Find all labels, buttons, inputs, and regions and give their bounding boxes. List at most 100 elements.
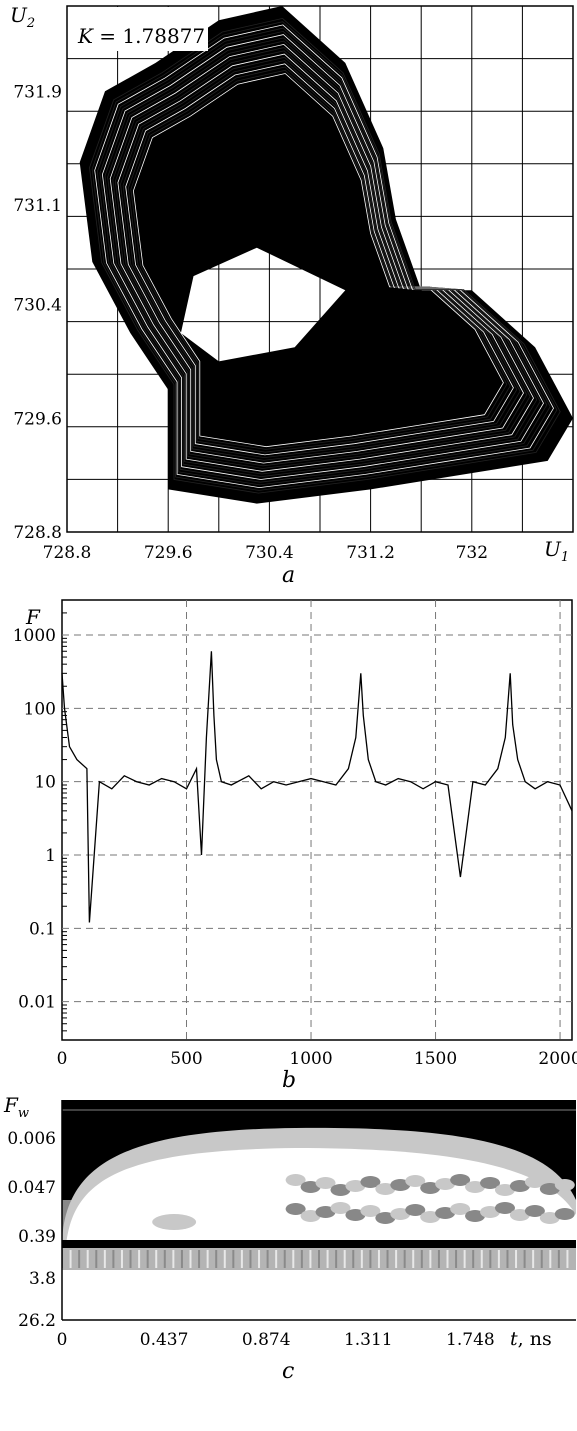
wavelet-blob	[480, 1206, 501, 1218]
y-tick-label: 729.6	[13, 409, 62, 429]
y-tick-label: 1	[45, 846, 56, 866]
wavelet-panel: 0.006 0.047 0.39 3.8 26.2 0 0.437 0.874 1.311 1.…	[3, 1093, 576, 1384]
x-tick-label: 500	[170, 1049, 202, 1069]
wavelet-blob	[152, 1214, 197, 1230]
wavelet-blob	[494, 1184, 515, 1196]
attractor-orbit-line	[125, 63, 514, 456]
wavelet-blob	[300, 1181, 321, 1193]
x-axis-label-c-unit: , ns	[518, 1328, 552, 1350]
x-tick-label: 730.4	[245, 543, 294, 563]
spectrum-grid	[62, 600, 572, 1040]
y-tick-label: 3.8	[29, 1269, 56, 1289]
x-tick-label: 2000	[538, 1049, 577, 1069]
wavelet-blob	[375, 1183, 396, 1195]
x-tick-label: 0.874	[242, 1330, 291, 1350]
x-axis-label: U1	[544, 537, 569, 565]
wavelet-blob	[435, 1178, 456, 1190]
x-tick-label: 732	[456, 543, 488, 563]
y-tick-label: 1000	[13, 626, 56, 646]
y-tick-label: 730.4	[13, 296, 62, 316]
attractor-trajectory	[79, 6, 573, 504]
y-tick-label: 0.047	[7, 1178, 56, 1198]
x-tick-label: 731.2	[346, 543, 395, 563]
k-annotation-value: = 1.78877	[93, 24, 205, 48]
x-tick-label: 728.8	[43, 543, 92, 563]
y-tick-label: 728.8	[13, 523, 62, 543]
wavelet-blob	[315, 1177, 336, 1189]
wavelet-low-scale-region	[62, 1270, 576, 1320]
wavelet-blob	[330, 1184, 351, 1196]
wavelet-blob	[524, 1176, 545, 1188]
wavelet-blob	[285, 1203, 306, 1215]
y-axis-label-c-sub: w	[18, 1106, 29, 1121]
y-tick-label: 0.39	[18, 1227, 56, 1247]
wavelet-blob	[539, 1212, 560, 1224]
attractor-orbit-line	[120, 56, 521, 461]
y-axis-label-c-main: F	[3, 1093, 19, 1117]
attractor-trajectory-lines	[89, 17, 561, 494]
wavelet-blob	[375, 1212, 396, 1224]
wavelet-blob	[390, 1208, 411, 1220]
k-annotation-symbol: K	[77, 24, 94, 48]
wavelet-blob	[450, 1174, 471, 1186]
wavelet-blob	[390, 1179, 411, 1191]
y-axis-label: U2	[10, 3, 35, 31]
wavelet-image	[62, 1100, 576, 1320]
x-tick-label: 0	[57, 1330, 68, 1350]
wavelet-low-scale-stripes	[62, 1250, 569, 1268]
y-tick-label: 731.9	[13, 82, 62, 102]
spectrum-panel: 0.01 0.1 1 10 100 1000 0 500 1000 1500 2000 F b	[13, 599, 577, 1093]
y-tick-label: 731.1	[13, 196, 62, 216]
panel-label-c: c	[282, 1359, 294, 1384]
wavelet-blob	[554, 1208, 575, 1220]
wavelet-blob	[360, 1176, 381, 1188]
attractor-orbit-line	[109, 43, 534, 472]
y-axis-ticks-b: 0.01 0.1 1 10 100 1000	[13, 626, 56, 1013]
y-tick-label: 100	[24, 699, 56, 719]
attractor-orbit-line	[122, 60, 518, 459]
attractor-orbit-line	[99, 30, 548, 483]
spectrum-line	[61, 651, 573, 923]
y-axis-label-sub: 2	[26, 16, 35, 31]
phase-portrait-panel: K = 1.78877 728.8 729.6 730.4 731.1 731.9 72…	[10, 3, 574, 588]
x-tick-label: 0	[57, 1049, 68, 1069]
y-axis-ticks-c: 0.006 0.047 0.39 3.8 26.2	[7, 1129, 56, 1331]
attractor-orbit-line	[117, 53, 524, 464]
wavelet-blob	[494, 1202, 515, 1214]
wavelet-blob	[345, 1180, 366, 1192]
attractor-orbit-line	[96, 27, 551, 486]
attractor-orbit-line	[107, 40, 538, 475]
wavelet-blob	[405, 1175, 426, 1187]
spectrum-frame	[61, 599, 573, 1041]
wavelet-band-dark	[62, 1240, 576, 1248]
y-axis-ticks: 728.8 729.6 730.4 731.1 731.9	[13, 82, 62, 543]
attractor-orbit-line	[101, 34, 544, 480]
attractor-orbit-line	[130, 69, 508, 450]
y-axis-label-main: U	[10, 3, 28, 27]
attractor-orbit-line	[127, 66, 511, 453]
panel-label-b: b	[282, 1068, 296, 1093]
wavelet-blob	[285, 1174, 306, 1186]
y-tick-label: 0.1	[29, 919, 56, 939]
wavelet-blob	[509, 1209, 530, 1221]
x-tick-label: 1.311	[344, 1330, 393, 1350]
wavelet-blob	[465, 1181, 486, 1193]
wavelet-blob	[450, 1203, 471, 1215]
wavelet-blob	[509, 1180, 530, 1192]
x-tick-label: 1.748	[446, 1330, 495, 1350]
wavelet-blob	[315, 1206, 336, 1218]
x-tick-label: 1000	[289, 1049, 332, 1069]
wavelet-blob	[300, 1210, 321, 1222]
x-tick-label: 729.6	[144, 543, 193, 563]
y-tick-label: 26.2	[18, 1311, 56, 1331]
wavelet-blob	[554, 1179, 575, 1191]
x-axis-label-main: U	[544, 537, 562, 561]
attractor-orbit-line	[91, 21, 558, 491]
wavelet-blob	[524, 1205, 545, 1217]
wavelet-blob	[480, 1177, 501, 1189]
y-axis-label-b: F	[25, 605, 41, 629]
y-axis-label-c: Fw	[3, 1093, 29, 1121]
x-axis-label-c-symbol: t	[510, 1328, 518, 1350]
wavelet-blob	[435, 1207, 456, 1219]
wavelet-blob	[465, 1210, 486, 1222]
